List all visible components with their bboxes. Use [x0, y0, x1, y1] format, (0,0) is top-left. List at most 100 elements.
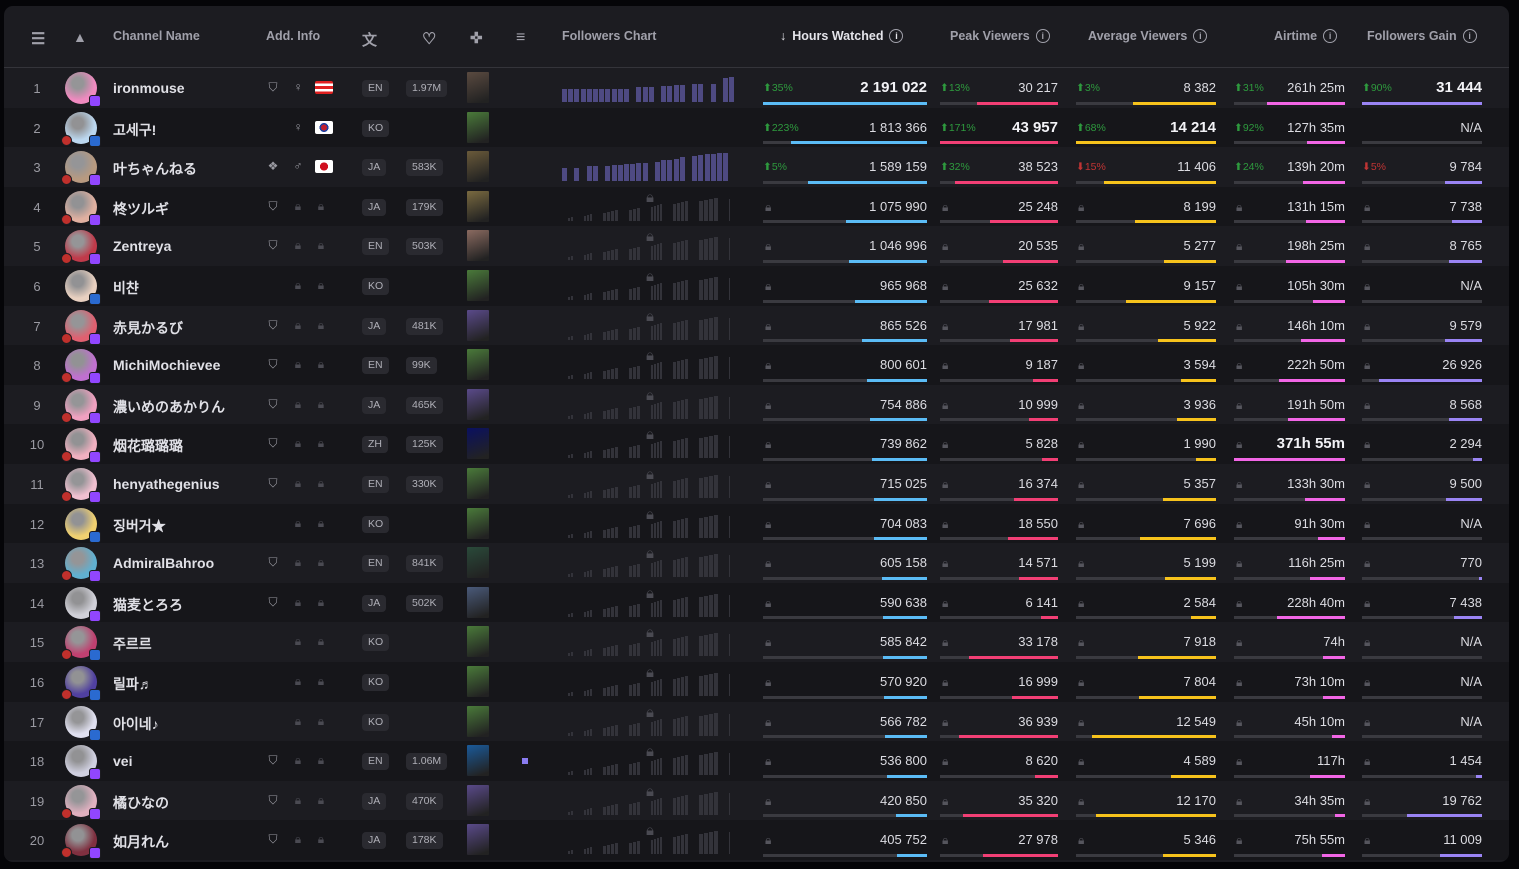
game-thumbnail[interactable]: [467, 824, 489, 856]
info-icon[interactable]: i: [1193, 29, 1208, 43]
header-add-info[interactable]: Add. Info: [266, 29, 321, 43]
channel-name[interactable]: 叶ちゃんねる: [113, 161, 197, 178]
table-row[interactable]: 20 如月れん ⛉ 🔒︎ 🔒︎ JA 178K 🔒︎ 🔒︎ 405 752 🔒︎ 27 978 🔒…: [4, 820, 1509, 860]
table-row[interactable]: 3 叶ちゃんねる ❖ ♂ JA 583K ⬆5% 1 589 159 ⬆32% 38 523 …: [4, 147, 1509, 187]
avatar[interactable]: [61, 388, 101, 424]
table-row[interactable]: 9 濃いめのあかりん ⛉ 🔒︎ 🔒︎ JA 465K 🔒︎ 🔒︎ 754 886 🔒︎ 10 99…: [4, 385, 1509, 425]
avatar[interactable]: [61, 784, 101, 820]
avatar[interactable]: [65, 586, 101, 622]
avatar[interactable]: [65, 507, 101, 543]
sort-lines-icon[interactable]: ≡: [516, 29, 526, 46]
header-channel-name[interactable]: Channel Name: [113, 29, 200, 43]
game-thumbnail[interactable]: [467, 230, 489, 262]
avatar[interactable]: [61, 230, 101, 266]
channel-name[interactable]: 如月れん: [113, 834, 169, 851]
header-peak-viewers[interactable]: Peak Viewers i: [950, 29, 1050, 43]
header-average-viewers[interactable]: Average Viewers i: [1088, 29, 1208, 43]
avatar[interactable]: [61, 547, 101, 583]
avatar[interactable]: [61, 190, 101, 226]
table-row[interactable]: 16 릴파♬ 🔒︎ 🔒︎ KO 🔒︎ 🔒︎ 570 920 🔒︎ 16 999 🔒︎ 7 804…: [4, 662, 1509, 702]
game-thumbnail[interactable]: [467, 507, 489, 539]
table-row[interactable]: 14 猫麦とろろ ⛉ 🔒︎ 🔒︎ JA 502K 🔒︎ 🔒︎ 590 638 🔒︎ 6 141 🔒…: [4, 582, 1509, 623]
game-thumbnail[interactable]: [467, 745, 489, 777]
avatar[interactable]: [61, 111, 101, 147]
channel-name[interactable]: AdmiralBahroo: [113, 555, 215, 572]
channel-name[interactable]: 아이네♪: [113, 715, 159, 732]
channel-name[interactable]: 橘ひなの: [113, 794, 169, 811]
channel-name[interactable]: henyathegenius: [113, 476, 220, 492]
game-thumbnail[interactable]: [467, 547, 489, 579]
list-icon[interactable]: ☰: [31, 31, 46, 48]
info-icon[interactable]: i: [1323, 29, 1338, 43]
avatar[interactable]: [61, 151, 101, 187]
table-row[interactable]: 8 MichiMochievee ⛉ 🔒︎ 🔒︎ EN 99K 🔒︎ 🔒︎ 800 601 🔒︎…: [4, 345, 1509, 385]
channel-name[interactable]: MichiMochievee: [113, 357, 221, 374]
game-thumbnail[interactable]: [467, 388, 489, 420]
avatar[interactable]: [61, 428, 101, 464]
game-thumbnail[interactable]: [467, 190, 489, 222]
game-thumbnail[interactable]: [467, 586, 489, 618]
game-thumbnail[interactable]: [467, 111, 489, 143]
game-thumbnail[interactable]: [467, 270, 489, 301]
avatar-column-icon[interactable]: ▲: [73, 29, 87, 45]
channel-name[interactable]: 柊ツルギ: [113, 200, 169, 217]
channel-name[interactable]: 고세구!: [113, 121, 157, 138]
game-thumbnail[interactable]: [467, 784, 489, 816]
translate-icon[interactable]: 文: [362, 32, 378, 49]
header-followers-gain[interactable]: Followers Gain i: [1367, 29, 1477, 43]
followers-chart: 🔒︎: [556, 704, 736, 736]
info-icon[interactable]: i: [889, 29, 904, 43]
table-row[interactable]: 11 henyathegenius ⛉ 🔒︎ 🔒︎ EN 330K 🔒︎ 🔒︎ 715 025 …: [4, 464, 1509, 504]
channel-name[interactable]: 猫麦とろろ: [113, 596, 183, 613]
table-row[interactable]: 19 橘ひなの ⛉ 🔒︎ 🔒︎ JA 470K 🔒︎ 🔒︎ 420 850 🔒︎ 35 320 🔒…: [4, 781, 1509, 821]
channel-name[interactable]: 烟花璐璐璐: [113, 438, 183, 455]
table-row[interactable]: 15 주르르 🔒︎ 🔒︎ KO 🔒︎ 🔒︎ 585 842 🔒︎ 33 178 🔒︎ 7 918…: [4, 622, 1509, 662]
info-icon[interactable]: i: [1035, 29, 1050, 43]
table-row[interactable]: 1 ironmouse ⛉ ♀ EN 1.97M ⬆35% 2 191 022 ⬆13% 30…: [4, 68, 1509, 108]
avatar[interactable]: [61, 824, 101, 860]
channel-name[interactable]: vei: [113, 753, 133, 770]
channel-name[interactable]: 징버거★: [113, 517, 166, 534]
info-icon[interactable]: i: [1462, 29, 1477, 43]
game-thumbnail[interactable]: [467, 349, 489, 381]
avatar[interactable]: [61, 626, 101, 662]
game-thumbnail[interactable]: [467, 666, 489, 697]
heart-icon[interactable]: ♡: [422, 31, 437, 48]
table-row[interactable]: 5 Zentreya ⛉ 🔒︎ 🔒︎ EN 503K 🔒︎ 🔒︎ 1 046 996 🔒︎ 20 …: [4, 226, 1509, 266]
game-thumbnail[interactable]: [467, 72, 489, 103]
game-thumbnail[interactable]: [467, 151, 489, 183]
game-thumbnail[interactable]: [467, 309, 489, 341]
game-thumbnail[interactable]: [467, 705, 489, 737]
channel-name[interactable]: 릴파♬: [113, 676, 153, 692]
channel-name[interactable]: 주르르: [113, 636, 152, 653]
avatar[interactable]: [61, 349, 101, 385]
header-airtime[interactable]: Airtime i: [1274, 29, 1338, 43]
table-row[interactable]: 7 赤見かるび ⛉ 🔒︎ 🔒︎ JA 481K 🔒︎ 🔒︎ 865 526 🔒︎ 17 981 🔒…: [4, 306, 1509, 346]
table-row[interactable]: 18 vei ⛉ 🔒︎ 🔒︎ EN 1.06M 🔒︎ 🔒︎ 536 800 🔒︎ 8 620 🔒︎…: [4, 741, 1509, 781]
game-thumbnail[interactable]: [467, 468, 489, 499]
table-row[interactable]: 17 아이네♪ 🔒︎ 🔒︎ KO 🔒︎ 🔒︎ 566 782 🔒︎ 36 939 🔒︎ 12 5…: [4, 702, 1509, 742]
table-row[interactable]: 4 柊ツルギ ⛉ 🔒︎ 🔒︎ JA 179K 🔒︎ 🔒︎ 1 075 990 🔒︎ 25 248 …: [4, 186, 1509, 227]
avatar[interactable]: [65, 705, 101, 741]
table-row[interactable]: 2 고세구! ♀ KO ⬆223% 1 813 366 ⬆171% 43 957 ⬆68%…: [4, 107, 1509, 148]
channel-name[interactable]: 비챤: [113, 280, 139, 296]
channel-name[interactable]: Zentreya: [113, 238, 172, 255]
table-row[interactable]: 13 AdmiralBahroo ⛉ 🔒︎ 🔒︎ EN 841K 🔒︎ 🔒︎ 605 158 🔒…: [4, 543, 1509, 583]
table-row[interactable]: 6 비챤 🔒︎ 🔒︎ KO 🔒︎ 🔒︎ 965 968 🔒︎ 25 632 🔒︎ 9 157 🔒…: [4, 266, 1509, 306]
gamepad-icon[interactable]: ✜: [470, 30, 483, 47]
table-row[interactable]: 12 징버거★ 🔒︎ 🔒︎ KO 🔒︎ 🔒︎ 704 083 🔒︎ 18 550 🔒︎ 7 69…: [4, 503, 1509, 544]
header-hours-watched[interactable]: ↓ Hours Watched i: [780, 29, 904, 43]
game-thumbnail[interactable]: [467, 626, 489, 658]
game-thumbnail[interactable]: [467, 428, 489, 460]
avatar[interactable]: [61, 468, 101, 503]
avatar[interactable]: [65, 72, 101, 107]
channel-name[interactable]: 濃いめのあかりん: [113, 398, 225, 415]
table-row[interactable]: 10 烟花璐璐璐 ⛉ 🔒︎ 🔒︎ ZH 125K 🔒︎ 🔒︎ 739 862 🔒︎ 5 828 🔒…: [4, 424, 1509, 464]
avatar[interactable]: [65, 270, 101, 305]
avatar[interactable]: [65, 745, 101, 781]
channel-name[interactable]: 赤見かるび: [113, 319, 183, 336]
avatar[interactable]: [61, 666, 101, 701]
channel-name[interactable]: ironmouse: [113, 80, 185, 96]
header-followers-chart[interactable]: Followers Chart: [562, 29, 657, 43]
avatar[interactable]: [61, 309, 101, 345]
